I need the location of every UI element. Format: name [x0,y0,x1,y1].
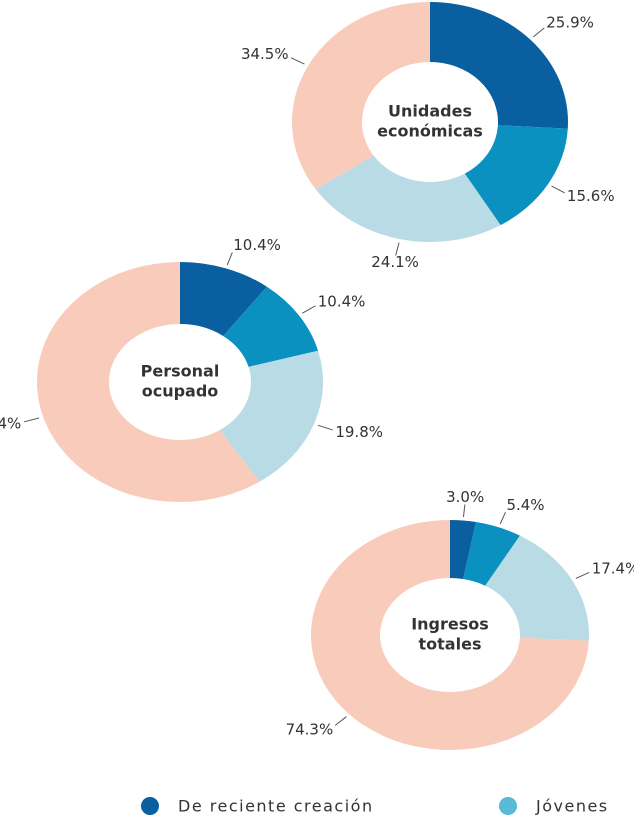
data-label: 24.1% [371,253,419,271]
leader-line [575,571,590,579]
center-label: totales [419,635,482,654]
data-label: 25.9% [546,14,594,32]
leader-line [532,27,545,38]
legend: De reciente creación Jóvenes [141,797,609,816]
donut-slice [36,262,260,502]
data-label: 59.4% [0,414,21,432]
data-label: 3.0% [446,488,484,506]
donut-slice [311,520,589,750]
data-label: 15.6% [567,187,615,205]
center-label: Personal [141,362,220,381]
donut-slice [315,155,501,243]
legend-swatch [141,797,159,815]
data-label: 74.3% [286,721,334,739]
center-label: Unidades [388,102,472,121]
data-label: 17.4% [592,560,634,578]
donut-slice [430,2,569,129]
leader-line [334,716,347,726]
donut-slice [463,522,520,586]
donut-slice [223,286,319,367]
donut-slice [450,520,477,580]
donut-slice [219,350,323,482]
donut-slice [180,262,267,336]
legend-swatch [499,797,517,815]
leader-line [395,242,400,256]
leader-line [290,57,305,65]
center-label: económicas [377,122,483,141]
legend-label: Jóvenes [535,797,609,816]
data-label: 5.4% [506,496,544,514]
donut-slice [464,125,568,226]
data-label: 10.4% [318,292,366,310]
legend-label: De reciente creación [178,797,374,816]
data-label: 19.8% [335,423,383,441]
center-label: Ingresos [411,615,489,634]
leader-line [23,417,40,423]
leader-line [317,424,333,431]
leader-line [499,511,506,525]
donut-slice [292,2,430,190]
leader-line [302,305,316,314]
leader-line [462,504,466,518]
leader-line [226,252,233,266]
data-label: 34.5% [241,45,289,63]
donut-slice [485,535,589,641]
leader-line [551,185,565,194]
data-label: 10.4% [233,236,281,254]
center-label: ocupado [142,382,219,401]
